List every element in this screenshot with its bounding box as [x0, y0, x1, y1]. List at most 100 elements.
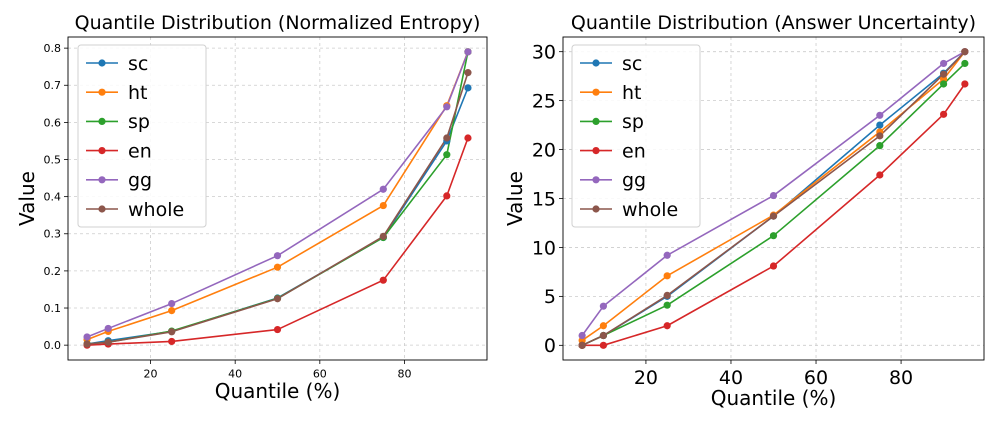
data-point-en: [443, 192, 451, 200]
legend-label-gg: gg: [128, 170, 152, 192]
data-point-gg: [940, 59, 948, 68]
data-point-whole: [599, 331, 607, 340]
data-point-en: [876, 171, 884, 179]
data-point-whole: [578, 341, 586, 349]
data-point-ht: [168, 307, 176, 315]
data-point-en: [663, 322, 671, 330]
legend-marker-sc: [98, 59, 106, 67]
y-tick-label: 0.0: [44, 339, 62, 352]
legend-marker-sp: [98, 117, 106, 125]
chart-answer-uncertainty: 20 40 60 80 0 5 10 15 20 25 30 Quantile Distribut…: [503, 12, 985, 410]
x-tick-label: 60: [804, 367, 828, 389]
y-axis-label: Value: [503, 171, 527, 226]
legend-marker-en: [592, 147, 600, 155]
data-point-en: [273, 325, 282, 334]
y-tick-label: 10: [532, 237, 556, 259]
y-tick-label: 0.5: [44, 153, 62, 166]
gridlines: [563, 37, 984, 360]
x-tick-label: 20: [144, 367, 158, 380]
legend-marker-whole: [592, 205, 600, 213]
data-point-ht: [379, 201, 387, 210]
data-point-whole: [876, 132, 884, 140]
data-point-sc: [464, 84, 472, 92]
legend-marker-gg: [592, 176, 600, 184]
chart-normalized-entropy: 20 40 60 80 0.0 0.1 0.2 0.3 0.4 0.5 0.6 0.7 0.8 Qua…: [15, 12, 488, 403]
legend-label-sp: sp: [622, 111, 644, 133]
x-axis-ticks: 20 40 60 80: [144, 360, 411, 380]
legend-label-ht: ht: [622, 82, 642, 104]
y-tick-label: 0.6: [44, 116, 62, 129]
legend-marker-whole: [98, 205, 106, 213]
data-point-sp: [443, 151, 451, 159]
axes-frame: [67, 36, 488, 361]
y-axis-label: Value: [15, 171, 39, 226]
data-point-en: [379, 276, 387, 284]
data-point-en: [769, 262, 778, 270]
x-axis-label: Quantile (%): [711, 386, 837, 410]
x-tick-label: 40: [719, 367, 743, 389]
data-point-gg: [876, 111, 884, 119]
data-point-sp: [663, 301, 671, 309]
legend-label-whole: whole: [622, 199, 678, 221]
data-point-whole: [273, 295, 282, 303]
series-points: [83, 48, 472, 349]
legend-marker-ht: [592, 88, 600, 96]
x-tick-label: 80: [397, 367, 411, 380]
data-point-gg: [168, 299, 176, 308]
data-point-sp: [961, 59, 969, 68]
legend-label-gg: gg: [622, 170, 646, 192]
data-point-en: [961, 80, 969, 88]
data-point-gg: [464, 48, 472, 56]
data-point-sp: [940, 80, 948, 88]
data-point-sp: [876, 142, 884, 150]
chart-title: Quantile Distribution (Normalized Entrop…: [75, 12, 481, 34]
data-point-whole: [443, 134, 451, 142]
y-tick-label: 0.1: [44, 302, 62, 315]
y-tick-label: 0.2: [44, 265, 62, 278]
data-point-gg: [273, 252, 282, 260]
y-tick-label: 0.8: [44, 42, 62, 55]
legend-label-sc: sc: [128, 53, 148, 75]
legend-label-sc: sc: [622, 53, 642, 75]
data-point-whole: [83, 340, 91, 348]
data-point-gg: [663, 251, 671, 259]
data-point-ht: [663, 272, 671, 280]
data-point-ht: [599, 322, 607, 330]
data-point-whole: [464, 69, 472, 77]
y-axis-ticks: 0 5 10 15 20 25 30: [532, 42, 563, 357]
y-axis-ticks: 0.0 0.1 0.2 0.3 0.4 0.5 0.6 0.7 0.8: [44, 42, 68, 352]
data-point-gg: [104, 324, 112, 333]
legend-marker-gg: [98, 176, 106, 184]
data-point-gg: [769, 191, 778, 200]
y-tick-label: 0.4: [44, 191, 62, 204]
data-point-en: [168, 337, 176, 346]
x-tick-label: 80: [889, 367, 913, 389]
legend-label-whole: whole: [128, 199, 184, 221]
legend-label-ht: ht: [128, 82, 148, 104]
data-point-gg: [599, 302, 607, 310]
data-point-en: [940, 110, 948, 118]
data-point-ht: [273, 263, 282, 271]
y-tick-label: 0: [544, 335, 556, 357]
data-point-en: [464, 134, 472, 142]
chart-title: Quantile Distribution (Answer Uncertaint…: [571, 12, 976, 34]
data-point-whole: [168, 328, 176, 336]
y-tick-label: 30: [532, 42, 556, 64]
legend-marker-sc: [592, 59, 600, 67]
x-axis-ticks: 20 40 60 80: [634, 360, 913, 389]
data-point-whole: [769, 212, 778, 220]
legend-label-en: en: [128, 140, 152, 162]
legend-marker-en: [98, 147, 106, 155]
legend-box: [571, 44, 701, 228]
y-tick-label: 20: [532, 139, 556, 161]
data-point-whole: [940, 70, 948, 78]
x-axis-label: Quantile (%): [215, 379, 341, 403]
legend-marker-ht: [98, 88, 106, 96]
x-tick-label: 20: [634, 367, 658, 389]
data-point-whole: [379, 232, 387, 240]
data-point-whole: [663, 291, 671, 299]
legend: sc ht sp en gg whole: [77, 44, 207, 228]
data-point-gg: [83, 333, 91, 341]
data-point-whole: [104, 338, 112, 346]
